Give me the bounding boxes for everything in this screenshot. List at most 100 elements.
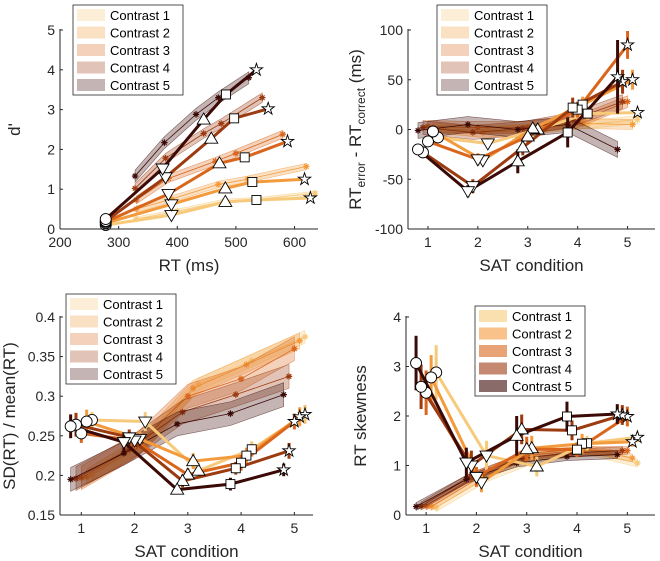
x-axis-label: SAT condition [479, 256, 583, 275]
y-tick-label: 0.15 [28, 507, 55, 523]
legend-label: Contrast 2 [103, 315, 163, 330]
y-axis-label-part: (ms) [346, 49, 365, 88]
x-tick-label: 200 [48, 234, 72, 250]
data-point-circle [75, 427, 88, 440]
panel-top-right: 1 2 3 4 5 -100 -50 0 50 100 SAT condition RTerror -… [346, 4, 655, 275]
model-asterisk [120, 450, 128, 457]
data-point-square [582, 108, 593, 119]
model-asterisk [131, 185, 139, 192]
model-asterisk [195, 381, 202, 388]
data-point-triangle-up [218, 181, 233, 194]
legend-label: Contrast 1 [474, 8, 534, 23]
x-tick-label: 3 [524, 234, 532, 250]
legend-label: Contrast 4 [110, 61, 170, 76]
model-asterisk [291, 345, 298, 352]
data-point-triangle-up [515, 140, 531, 153]
x-axis-label: SAT condition [134, 542, 238, 561]
model-asterisk [232, 391, 239, 398]
data-point-triangle-up [180, 467, 196, 480]
legend-label: Contrast 4 [512, 362, 572, 377]
legend: Contrast 1 Contrast 2 Contrast 3 Contrast 4… [474, 305, 586, 397]
x-tick-label: 1 [424, 234, 432, 250]
legend-label: Contrast 5 [103, 367, 163, 382]
data-point-square [567, 425, 577, 436]
data-point-square [577, 438, 588, 449]
data-point-star [281, 442, 297, 458]
data-point-triangle-down [155, 163, 170, 176]
legend-swatch [70, 350, 98, 363]
legend-swatch [441, 26, 469, 39]
y-tick-label: 3 [47, 102, 55, 118]
data-point-circle [425, 371, 438, 384]
data-point-star [260, 100, 276, 116]
x-tick-label: 600 [283, 234, 307, 250]
model-asterisk [259, 94, 266, 101]
legend-label: Contrast 3 [512, 344, 572, 359]
model-asterisk [624, 447, 631, 454]
model-asterisk [422, 502, 430, 510]
data-point-square [230, 463, 241, 474]
model-asterisk [479, 129, 487, 136]
model-asterisk [296, 337, 303, 344]
data-point-circle [412, 143, 424, 156]
model-asterisk [215, 181, 222, 188]
x-tick-label: 5 [290, 520, 298, 536]
data-point-triangle-down [116, 437, 132, 450]
model-asterisk [412, 503, 420, 510]
model-asterisk [232, 150, 240, 157]
x-tick-label: 4 [573, 520, 581, 536]
model-asterisk [301, 333, 309, 340]
data-point-square [225, 479, 236, 490]
model-asterisk [237, 375, 245, 382]
x-tick-label: 5 [623, 520, 631, 536]
data-point-star [629, 104, 646, 119]
legend-swatch [70, 368, 98, 380]
data-point-star [625, 71, 641, 87]
data-point-square [220, 89, 231, 100]
legend-swatch [479, 345, 507, 357]
model-asterisk [414, 127, 422, 134]
data-point-triangle-down [469, 471, 484, 485]
data-point-circle [64, 420, 77, 433]
model-asterisk [279, 131, 287, 138]
model-asterisk [243, 361, 250, 368]
model-asterisk [424, 123, 432, 130]
legend-swatch [441, 9, 469, 21]
legend-label: Contrast 3 [474, 43, 534, 58]
data-point-star [624, 433, 640, 449]
model-asterisk [280, 391, 287, 398]
data-point-triangle-up [218, 194, 233, 207]
data-point-triangle-up [520, 129, 536, 142]
data-point-square [562, 411, 572, 422]
x-tick-label: 4 [574, 234, 582, 250]
y-axis-label-part: correct [354, 87, 368, 124]
legend-box [436, 4, 548, 96]
data-point-square [247, 177, 258, 187]
data-point-triangle-down [460, 186, 476, 199]
data-point-square [567, 102, 578, 113]
legend-swatch [479, 310, 507, 322]
y-axis-label-part: - RT [346, 125, 365, 162]
y-tick-label: 5 [47, 22, 55, 38]
data-point-star [620, 36, 636, 52]
data-point-star [248, 61, 264, 77]
model-asterisk [419, 124, 427, 131]
x-tick-label: 3 [184, 520, 192, 536]
model-asterisk [474, 124, 482, 131]
x-tick-label: 2 [131, 520, 139, 536]
data-point-triangle-down [164, 199, 179, 212]
legend-box [72, 4, 184, 96]
model-asterisk [179, 408, 186, 416]
y-tick-label: 50 [387, 72, 403, 88]
legend-label: Contrast 1 [512, 309, 572, 324]
x-tick-label: 1 [77, 520, 85, 536]
y-tick-label: 4 [393, 309, 401, 325]
legend-label: Contrast 3 [110, 43, 170, 58]
legend-swatch [441, 44, 469, 56]
model-asterisk [634, 459, 641, 467]
legend-label: Contrast 1 [103, 297, 163, 312]
model-asterisk [168, 195, 175, 203]
model-asterisk [634, 116, 641, 123]
model-asterisk [142, 440, 149, 447]
